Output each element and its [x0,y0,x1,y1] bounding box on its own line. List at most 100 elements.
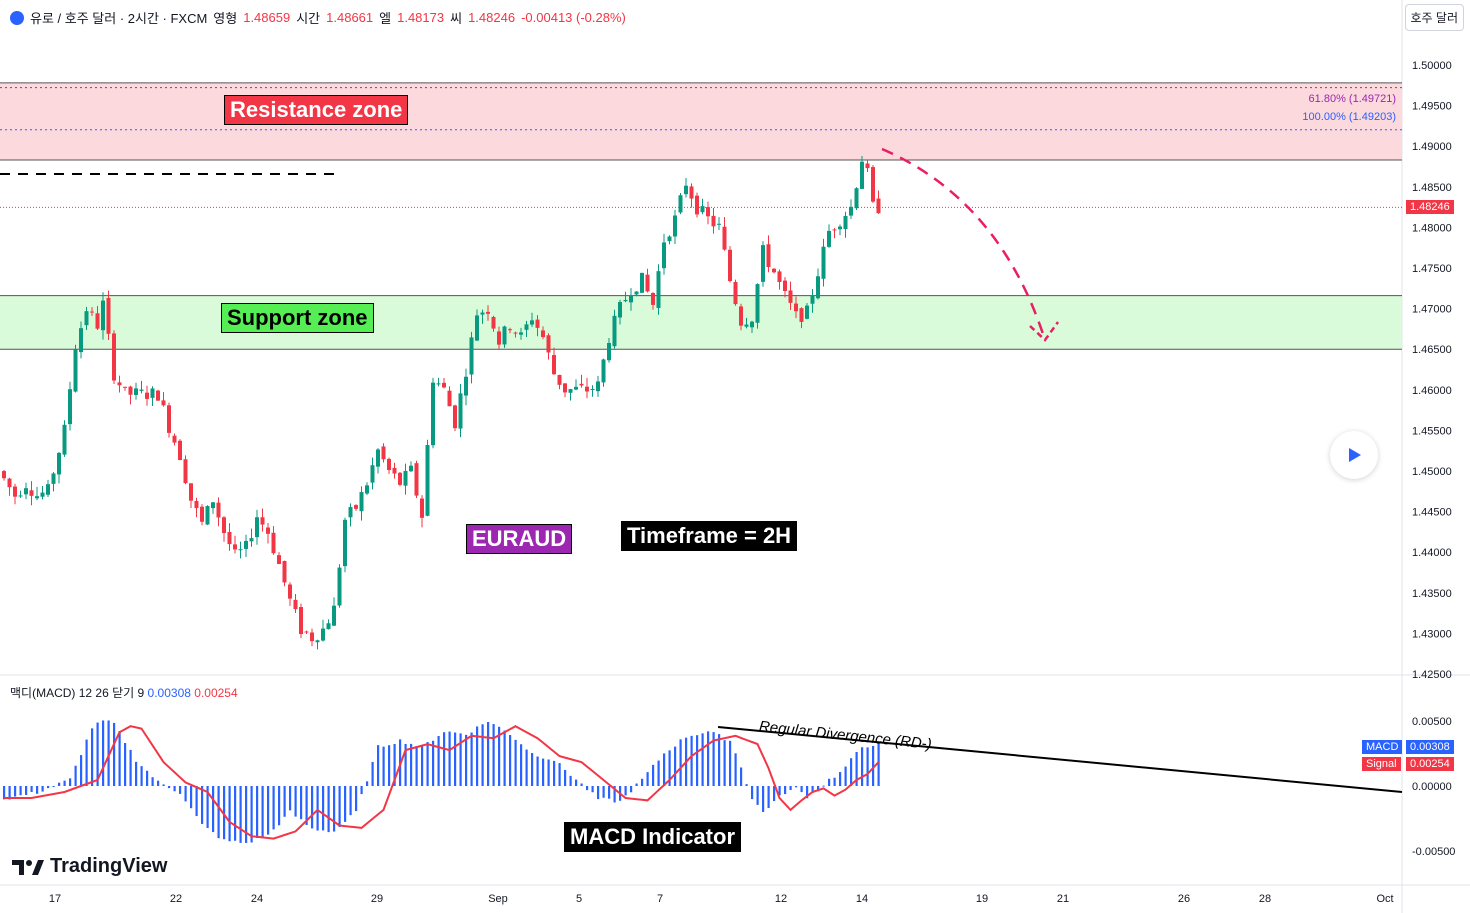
macd-histogram-bar [256,786,259,838]
candle-body [772,268,776,273]
fib-100-label: 100.00% (1.49203) [1302,111,1396,123]
macd-histogram-bar [371,761,374,786]
macd-histogram-bar [833,777,836,786]
candle-body [596,381,600,392]
macd-histogram-bar [289,786,292,811]
candle-body [546,335,551,353]
chart-header: 유로 / 호주 달러 · 2시간 · FXCM 영형 1.48659 시간 1.48… [10,8,626,27]
symbol-title[interactable]: 유로 / 호주 달러 · 2시간 · FXCM [30,11,208,26]
macd-histogram-bar [514,739,517,786]
candle-body [821,246,826,279]
candle-body [233,544,237,550]
candle-body [392,467,397,474]
candle-body [871,167,875,202]
candle-body [354,505,358,509]
macd-histogram-bar [811,786,814,793]
macd-histogram-bar [195,786,198,817]
macd-histogram-bar [569,775,572,786]
macd-histogram-bar [547,759,550,786]
candle-body [513,332,518,334]
macd-histogram-bar [509,735,512,786]
macd-histogram-bar [850,758,853,786]
macd-histogram-bar [245,786,248,843]
candle-body [365,485,369,494]
play-icon [1349,448,1361,462]
price-tick-label: 1.49000 [1412,141,1452,153]
candle-body [783,280,787,291]
macd-histogram-bar [448,731,451,786]
projection-arrowhead [1029,321,1060,342]
macd-histogram-bar [872,745,875,786]
candle-body [282,560,287,583]
close-value: 1.48246 [468,10,516,25]
macd-histogram-bar [646,772,649,786]
support-zone [0,295,1402,350]
macd-tick-label: -0.00500 [1412,846,1455,858]
last-price-tag: 1.48246 [1406,200,1454,214]
candle-body [51,473,56,484]
price-tick-label: 1.47000 [1412,304,1452,316]
macd-header-value: 0.00308 [147,686,191,700]
price-tick-label: 1.44000 [1412,547,1452,559]
candle-body [552,355,556,375]
timeframe-label: Timeframe = 2H [621,521,798,551]
macd-histogram-bar [773,786,776,802]
candle-body [310,632,314,642]
candle-body [629,295,633,303]
macd-histogram-bar [575,779,578,786]
candle-body [502,326,507,345]
candle-body [29,490,34,496]
divergence-line [717,726,1403,793]
candle-body [150,388,155,398]
candle-body [458,393,463,429]
macd-histogram-bar [212,786,215,833]
candle-body [656,271,661,308]
macd-histogram-bar [168,786,171,789]
macd-tag-value: 0.00308 [1406,740,1454,754]
price-tick-label: 1.43000 [1412,628,1452,640]
candle-body [832,229,837,231]
candle-body [343,519,347,567]
candle-body [766,244,771,268]
candle-body [480,312,485,315]
currency-button[interactable]: 호주 달러 [1404,4,1464,31]
candle-body [453,405,457,429]
candle-body [128,386,133,395]
macd-histogram-bar [217,786,220,839]
candle-body [13,486,17,497]
signal-tag-label: Signal [1362,757,1401,771]
macd-histogram-bar [14,786,17,797]
candle-body [425,444,430,516]
macd-header: 맥디(MACD) 12 26 닫기 9 0.00308 0.00254 [10,684,238,701]
tradingview-logo-icon [12,859,44,875]
candle-body [90,311,94,313]
macd-histogram-bar [162,784,165,786]
candle-body [68,389,72,425]
candle-body [700,206,705,213]
candle-body [618,302,622,318]
candle-body [277,555,281,564]
macd-histogram-bar [19,786,22,796]
macd-histogram-bar [239,786,242,843]
macd-histogram-bar [124,743,127,786]
candle-body [739,306,743,326]
price-tick-label: 1.45000 [1412,466,1452,478]
candle-body [332,605,336,626]
play-button[interactable] [1330,431,1378,479]
macd-histogram-bar [564,769,567,786]
macd-histogram-bar [723,740,726,786]
candle-body [409,465,413,472]
macd-histogram-bar [597,786,600,800]
macd-histogram-bar [630,786,633,793]
macd-histogram-bar [426,742,429,786]
candle-body [755,284,760,323]
time-tick-label: 7 [657,893,663,905]
macd-histogram-bar [800,786,803,793]
macd-histogram-bar [305,786,308,825]
candle-body [112,333,116,381]
price-tick-label: 1.46000 [1412,385,1452,397]
candle-body [838,226,842,230]
time-tick-label: 26 [1178,893,1190,905]
macd-histogram-bar [580,783,583,786]
macd-histogram-bar [91,728,94,786]
